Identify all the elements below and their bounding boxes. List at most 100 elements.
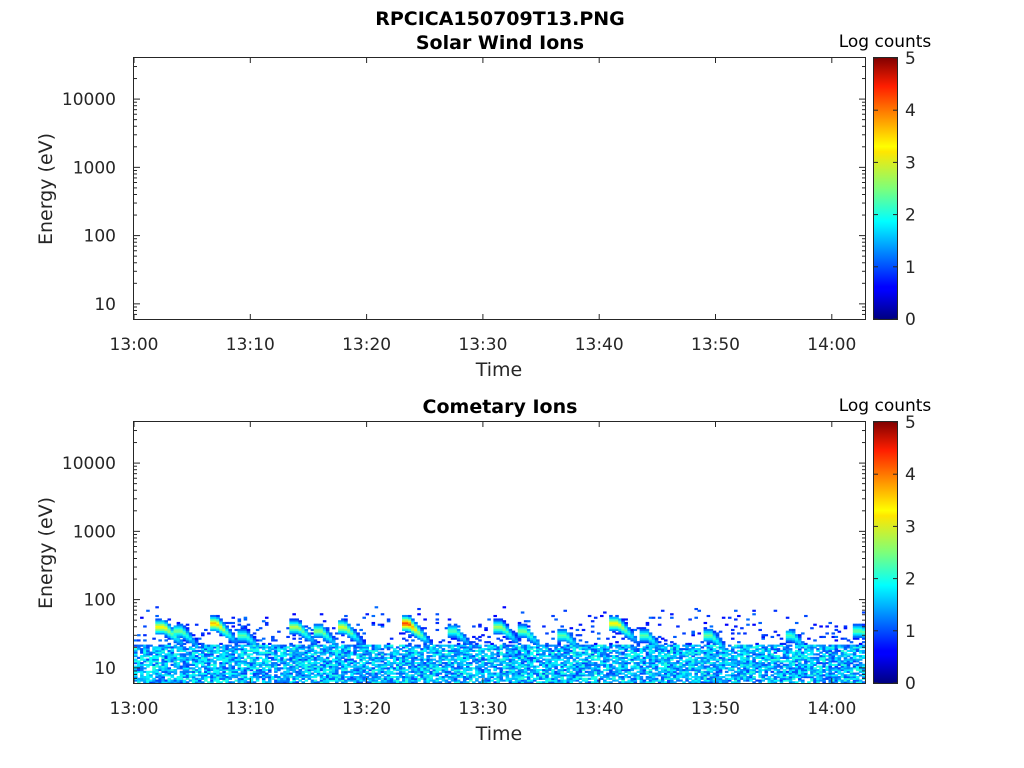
heatmap-cell [776, 634, 781, 637]
heatmap-cell [712, 674, 717, 677]
heatmap-cell [359, 648, 363, 651]
heatmap-cell [386, 676, 391, 679]
heatmap-cell [170, 674, 175, 677]
heatmap-cell [249, 648, 254, 651]
heatmap-cell [505, 663, 510, 666]
heatmap-cell [621, 660, 625, 663]
heatmap-cell [143, 646, 147, 649]
heatmap-cell [523, 627, 528, 630]
heatmap-cell [481, 649, 485, 652]
heatmap-cell [310, 649, 315, 652]
heatmap-cell [466, 663, 470, 666]
heatmap-cell [234, 658, 239, 661]
heatmap-cell [712, 634, 717, 637]
heatmap-cell [252, 639, 257, 642]
heatmap-cell [450, 625, 455, 628]
heatmap-cell [328, 635, 333, 639]
heatmap-cell [143, 634, 147, 637]
heatmap-cell [709, 656, 714, 659]
heatmap-cell [386, 656, 391, 659]
heatmap-cell [149, 651, 153, 654]
heatmap-cell [301, 632, 306, 635]
heatmap-cell [511, 646, 516, 649]
heatmap-cell [435, 644, 440, 647]
heatmap-cell [724, 648, 729, 651]
heatmap-cell [134, 679, 138, 682]
heatmap-cell [721, 651, 726, 654]
heatmap-cell [350, 658, 354, 661]
heatmap-cell [633, 649, 638, 652]
heatmap-cell [794, 665, 799, 668]
heatmap-cell [173, 639, 178, 642]
heatmap-cell [450, 662, 455, 665]
heatmap-cell [167, 618, 172, 621]
heatmap-cell [137, 679, 141, 682]
heatmap-cell [143, 667, 147, 670]
heatmap-cell [271, 648, 275, 651]
heatmap-cell [529, 648, 534, 651]
heatmap-cell [511, 662, 516, 665]
heatmap-cell [450, 627, 455, 630]
heatmap-cell [344, 630, 348, 633]
heatmap-cell [271, 639, 275, 642]
heatmap-cell [462, 642, 467, 646]
heatmap-cell [685, 679, 689, 682]
heatmap-cell [335, 670, 339, 673]
heatmap-cell [654, 667, 659, 670]
heatmap-cell [563, 653, 568, 656]
heatmap-cell [338, 662, 342, 665]
heatmap-cell [648, 677, 653, 680]
heatmap-cell [143, 679, 147, 682]
heatmap-cell [660, 655, 665, 658]
heatmap-cell [630, 648, 635, 651]
heatmap-cell [350, 669, 354, 672]
heatmap-cell [304, 628, 309, 632]
heatmap-cell [344, 625, 348, 628]
heatmap-cell [341, 630, 345, 633]
heatmap-cell [502, 653, 507, 656]
heatmap-cell [207, 681, 211, 684]
heatmap-cell [758, 676, 762, 679]
heatmap-cell [673, 656, 677, 659]
heatmap-cell [322, 681, 327, 684]
heatmap-cell [356, 669, 360, 672]
heatmap-cell [237, 653, 242, 656]
heatmap-cell [402, 632, 406, 635]
heatmap-cell [277, 644, 281, 647]
heatmap-cell [152, 679, 156, 682]
heatmap-cell [709, 639, 714, 642]
heatmap-cell [213, 660, 217, 663]
heatmap-cell [663, 656, 668, 659]
heatmap-cell [639, 667, 644, 670]
heatmap-cell [490, 642, 494, 646]
heatmap-cell [667, 667, 671, 670]
heatmap-cell [694, 648, 698, 651]
heatmap-cell [255, 651, 260, 654]
heatmap-cell [615, 658, 619, 661]
heatmap-cell [438, 677, 443, 680]
heatmap-cell [645, 648, 650, 651]
heatmap-cell [335, 646, 339, 649]
heatmap-cell [441, 648, 446, 651]
heatmap-cell [161, 627, 165, 630]
heatmap-cell [706, 614, 711, 618]
heatmap-cell [414, 665, 418, 668]
heatmap-cell [325, 646, 330, 649]
heatmap-cell [344, 614, 348, 618]
heatmap-cell [191, 676, 196, 679]
heatmap-cell [743, 646, 747, 649]
heatmap-cell [645, 635, 650, 639]
heatmap-cell [432, 679, 437, 682]
heatmap-cell [194, 658, 199, 661]
heatmap-cell [143, 663, 147, 666]
heatmap-cell [697, 679, 702, 682]
heatmap-cell [426, 681, 430, 684]
heatmap-cell [529, 658, 534, 661]
heatmap-cell [718, 681, 723, 684]
heatmap-cell [161, 662, 165, 665]
heatmap-cell [511, 637, 516, 640]
heatmap-cell [222, 667, 226, 670]
heatmap-cell [313, 667, 318, 670]
heatmap-cell [600, 614, 604, 618]
heatmap-cell [258, 639, 263, 642]
